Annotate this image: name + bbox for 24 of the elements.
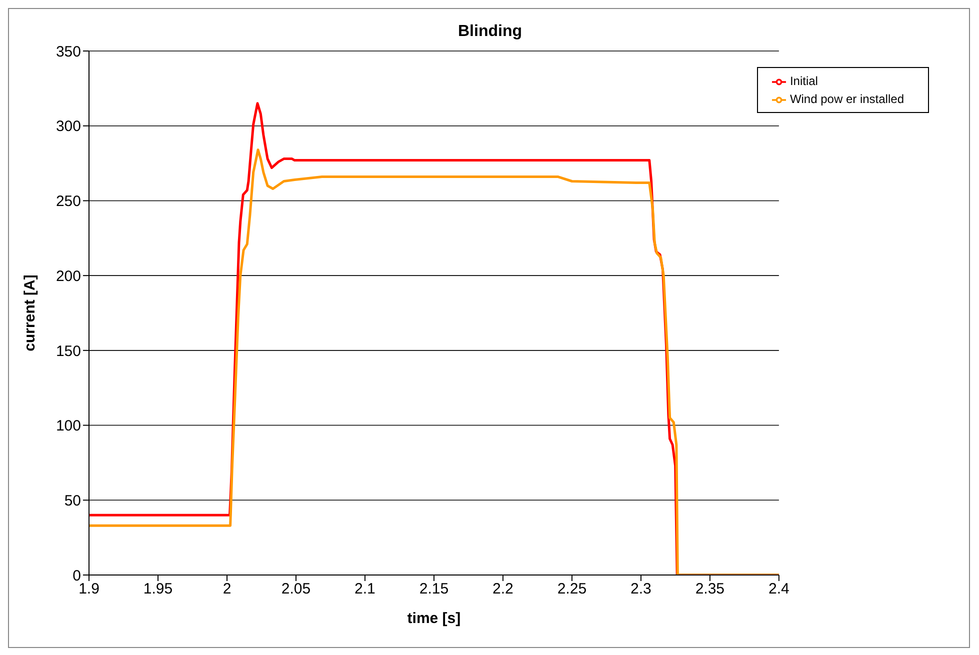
y-tick-label: 50: [64, 492, 81, 510]
x-tick-label: 2.3: [630, 580, 652, 598]
x-tick-label: 1.9: [78, 580, 100, 598]
x-tick-label: 2: [222, 580, 232, 598]
x-tick-label: 2.15: [419, 580, 449, 598]
y-axis-title: current [A]: [21, 274, 38, 352]
y-tick-label: 350: [56, 43, 81, 60]
x-tick-label: 2.25: [557, 580, 587, 598]
x-tick-label: 1.95: [143, 580, 173, 598]
y-tick-label: 100: [56, 418, 81, 435]
legend-label: Wind pow er installed: [790, 92, 904, 106]
y-tick-label: 300: [56, 118, 81, 136]
y-tick-label: 0: [72, 567, 81, 584]
x-tick-label: 2.4: [768, 580, 790, 598]
x-axis-title: time [s]: [407, 610, 461, 627]
y-tick-label: 150: [56, 342, 81, 360]
x-tick-label: 2.35: [695, 580, 725, 598]
x-tick-label: 2.1: [354, 580, 376, 598]
x-tick-label: 2.2: [492, 580, 514, 598]
x-tick-label: 2.05: [281, 580, 311, 598]
chart-title: Blinding: [457, 23, 523, 41]
legend-label: Initial: [790, 74, 818, 88]
y-tick-label: 250: [56, 193, 81, 210]
y-tick-label: 200: [56, 268, 81, 285]
